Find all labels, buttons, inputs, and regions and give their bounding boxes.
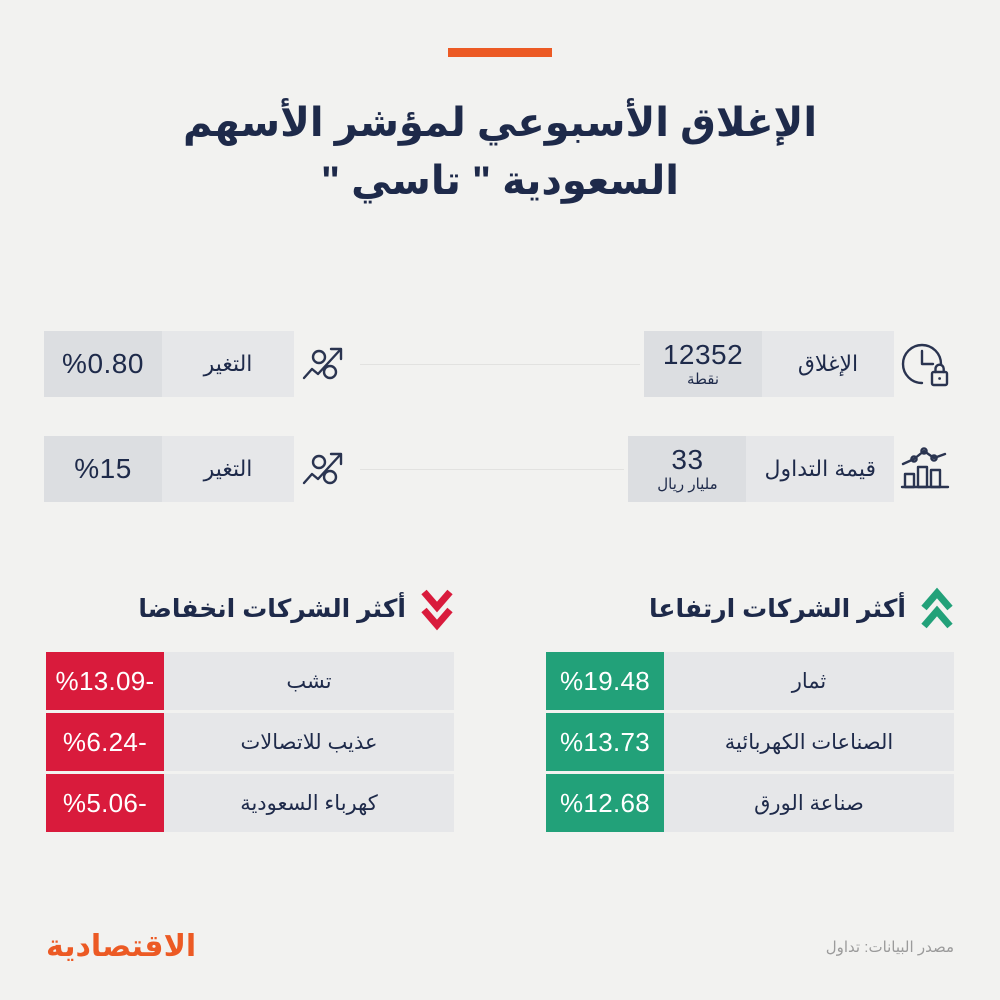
section-top-losers: أكثر الشركات انخفاضا تشب -%13.09 عذيب لل… (0, 586, 500, 832)
company-name: ثمار (664, 652, 954, 710)
clock-lock-icon (894, 333, 956, 395)
stat-label-trading-value: قيمة التداول (746, 436, 894, 502)
table-row: تشب -%13.09 (46, 652, 454, 710)
company-change-pct: %12.68 (546, 774, 664, 832)
stat-card-change-2: التغير %15 (44, 436, 294, 502)
company-sections: أكثر الشركات ارتفاعا ثمار %19.48 الصناعا… (0, 586, 1000, 832)
top-accent-bar (448, 48, 552, 57)
company-name: صناعة الورق (664, 774, 954, 832)
stat-connector-line-1 (360, 363, 640, 365)
stat-card-closing: الإغلاق 12352 نقطة (644, 331, 894, 397)
double-chevron-down-icon (420, 586, 454, 632)
stat-value-closing-number: 12352 (662, 338, 744, 370)
section-top-gainers: أكثر الشركات ارتفاعا ثمار %19.48 الصناعا… (500, 586, 1000, 832)
company-change-pct: -%13.09 (46, 652, 164, 710)
stat-card-trading-value: قيمة التداول 33 مليار ريال (628, 436, 894, 502)
data-source-note: مصدر البيانات: تداول (825, 939, 954, 956)
stat-connector-line-2 (360, 468, 625, 470)
company-name: كهرباء السعودية (164, 774, 454, 832)
table-row: عذيب للاتصالات -%6.24 (46, 713, 454, 771)
brand-logo: الاقتصادية (46, 930, 197, 963)
company-change-pct: %13.73 (546, 713, 664, 771)
stat-card-change-1: التغير %0.80 (44, 331, 294, 397)
gainers-table: ثمار %19.48 الصناعات الكهربائية %13.73 ص… (546, 652, 954, 832)
percent-trend-up-icon (294, 333, 356, 395)
stat-value-change-1-number: %0.80 (62, 348, 144, 380)
company-name: الصناعات الكهربائية (664, 713, 954, 771)
page-title: الإغلاق الأسبوعي لمؤشر الأسهم السعودية "… (0, 94, 1000, 210)
company-change-pct: -%5.06 (46, 774, 164, 832)
summary-stats: الإغلاق 12352 نقطة التغير %0.80 (0, 328, 1000, 538)
stat-value-change-2-number: %15 (74, 453, 132, 485)
page-title-line-2: السعودية " تاسي " (320, 159, 679, 203)
stat-row-closing: الإغلاق 12352 نقطة التغير %0.80 (0, 328, 1000, 400)
stat-value-closing: 12352 نقطة (644, 331, 762, 397)
table-row: صناعة الورق %12.68 (546, 774, 954, 832)
stat-value-trading-value: 33 مليار ريال (628, 436, 747, 502)
stat-row-trading-value: قيمة التداول 33 مليار ريال التغير % (0, 433, 1000, 505)
company-change-pct: %19.48 (546, 652, 664, 710)
stat-value-trading-number: 33 (671, 443, 704, 475)
losers-table: تشب -%13.09 عذيب للاتصالات -%6.24 كهرباء… (46, 652, 454, 832)
stat-label-change-2: التغير (162, 436, 294, 502)
section-heading-losers: أكثر الشركات انخفاضا (46, 586, 454, 632)
table-row: الصناعات الكهربائية %13.73 (546, 713, 954, 771)
percent-trend-up-icon (294, 438, 356, 500)
company-name: عذيب للاتصالات (164, 713, 454, 771)
stat-value-change-2: %15 (44, 436, 162, 502)
stat-value-change-1: %0.80 (44, 331, 162, 397)
double-chevron-up-icon (920, 586, 954, 632)
bar-line-chart-icon (894, 438, 956, 500)
section-heading-losers-text: أكثر الشركات انخفاضا (138, 595, 406, 623)
section-heading-gainers: أكثر الشركات ارتفاعا (546, 586, 954, 632)
company-change-pct: -%6.24 (46, 713, 164, 771)
stat-value-trading-unit: مليار ريال (657, 476, 718, 494)
stat-value-closing-unit: نقطة (686, 371, 720, 389)
section-heading-gainers-text: أكثر الشركات ارتفاعا (649, 595, 906, 623)
stat-label-closing: الإغلاق (762, 331, 894, 397)
company-name: تشب (164, 652, 454, 710)
table-row: كهرباء السعودية -%5.06 (46, 774, 454, 832)
stat-label-change-1: التغير (162, 331, 294, 397)
table-row: ثمار %19.48 (546, 652, 954, 710)
page-title-line-1: الإغلاق الأسبوعي لمؤشر الأسهم (182, 101, 818, 145)
